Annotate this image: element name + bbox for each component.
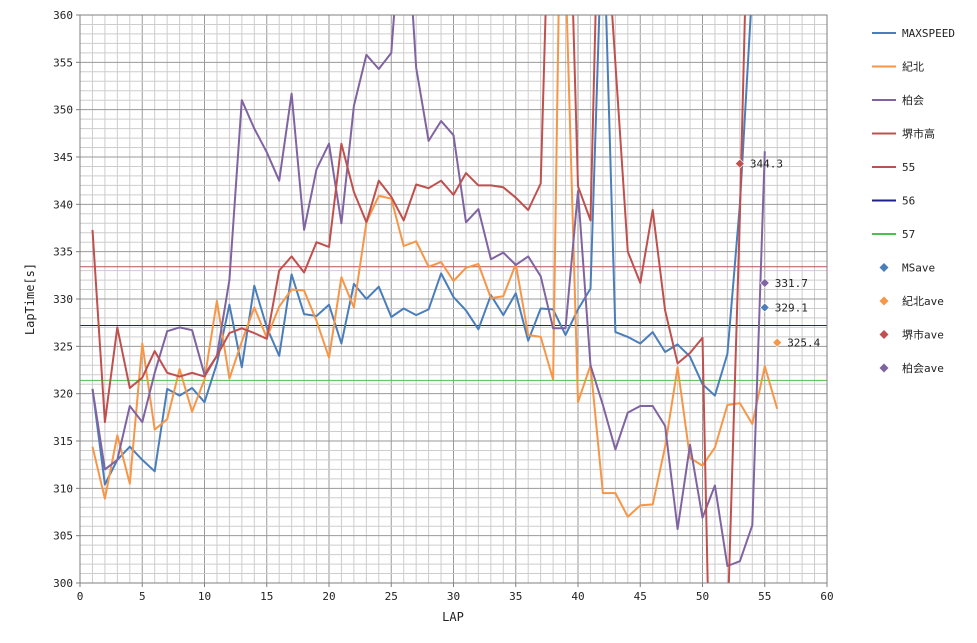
y-tick-label: 335 bbox=[53, 246, 73, 259]
legend-item: MAXSPEED bbox=[872, 27, 955, 40]
x-tick-label: 55 bbox=[758, 590, 771, 603]
legend-label: 56 bbox=[902, 195, 915, 208]
legend-item: 紀北 bbox=[872, 61, 924, 74]
legend-swatch bbox=[879, 330, 889, 339]
y-tick-label: 325 bbox=[53, 340, 73, 353]
avg-point-柏会ave bbox=[759, 277, 770, 288]
avg-point-label: 325.4 bbox=[787, 337, 820, 350]
legend-swatch bbox=[879, 296, 889, 306]
x-tick-label: 0 bbox=[77, 590, 84, 603]
avg-point-label: 329.1 bbox=[775, 302, 808, 315]
y-tick-label: 305 bbox=[53, 530, 73, 543]
legend-label: 柏会ave bbox=[902, 361, 944, 375]
legend-label: 堺市高 bbox=[902, 127, 935, 141]
y-tick-label: 350 bbox=[53, 104, 73, 117]
series-lines bbox=[91, 15, 779, 583]
avg-point-label: 344.3 bbox=[750, 158, 783, 171]
y-tick-label: 315 bbox=[53, 435, 73, 448]
legend-label: 柏会 bbox=[902, 93, 924, 107]
x-tick-label: 10 bbox=[198, 590, 211, 603]
legend-label: 紀北 bbox=[902, 61, 924, 74]
x-tick-label: 50 bbox=[696, 590, 709, 603]
plot-area: 329.1 325.4 344.3 331.7 bbox=[80, 15, 827, 583]
grid bbox=[79, 14, 828, 584]
legend-label: 堺市ave bbox=[902, 328, 944, 342]
legend-item: 55 bbox=[872, 161, 915, 174]
axes: 0 5 10 15 20 25 30 35 40 45 50 55 60 300 305 310 315 320 3… bbox=[53, 9, 834, 603]
average-points: 329.1 325.4 344.3 331.7 bbox=[734, 158, 821, 350]
legend-label: MSave bbox=[902, 262, 935, 275]
y-axis-label: LapTime[s] bbox=[23, 263, 37, 335]
x-tick-label: 60 bbox=[820, 590, 833, 603]
legend-item: 紀北ave bbox=[879, 295, 944, 308]
x-tick-label: 35 bbox=[509, 590, 522, 603]
avg-point-堺市ave bbox=[734, 158, 745, 169]
legend-swatch bbox=[879, 263, 889, 272]
y-tick-label: 310 bbox=[53, 482, 73, 495]
x-tick-label: 5 bbox=[139, 590, 146, 603]
x-tick-label: 40 bbox=[571, 590, 584, 603]
legend-item: 柏会 bbox=[872, 93, 924, 107]
avg-point-紀北ave bbox=[772, 337, 783, 348]
legend-item: 56 bbox=[872, 195, 915, 208]
y-tick-label: 340 bbox=[53, 198, 73, 211]
legend-item: 堺市ave bbox=[879, 328, 944, 342]
legend-item: MSave bbox=[879, 262, 935, 275]
avg-point-MSave bbox=[759, 302, 770, 313]
x-tick-label: 45 bbox=[634, 590, 647, 603]
y-tick-label: 300 bbox=[53, 577, 73, 590]
x-axis-label: LAP bbox=[442, 610, 464, 624]
legend-label: 57 bbox=[902, 228, 915, 241]
legend-swatch bbox=[879, 363, 889, 373]
legend-item: 57 bbox=[872, 228, 915, 241]
legend-item: 柏会ave bbox=[879, 361, 944, 375]
legend-label: 紀北ave bbox=[902, 295, 944, 308]
x-tick-label: 15 bbox=[260, 590, 273, 603]
avg-point-label: 331.7 bbox=[775, 277, 808, 290]
x-tick-label: 25 bbox=[385, 590, 398, 603]
legend-label: 55 bbox=[902, 161, 915, 174]
legend-label: MAXSPEED bbox=[902, 27, 955, 40]
y-tick-label: 355 bbox=[53, 56, 73, 69]
y-tick-label: 345 bbox=[53, 151, 73, 164]
series-line-MAXSPEED bbox=[91, 15, 752, 486]
legend-item: 堺市高 bbox=[872, 127, 935, 141]
series-line-堺市高 bbox=[91, 15, 746, 583]
x-tick-label: 30 bbox=[447, 590, 460, 603]
y-tick-label: 320 bbox=[53, 388, 73, 401]
x-tick-label: 20 bbox=[322, 590, 335, 603]
y-tick-label: 330 bbox=[53, 293, 73, 306]
y-tick-label: 360 bbox=[53, 9, 73, 22]
series-line-紀北 bbox=[91, 15, 779, 518]
